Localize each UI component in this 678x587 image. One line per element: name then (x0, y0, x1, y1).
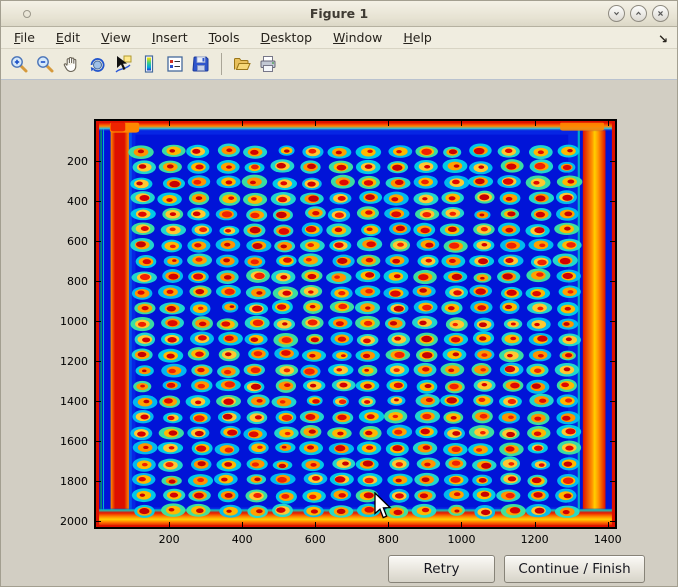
retry-button[interactable]: Retry (388, 555, 495, 583)
x-tick-label: 200 (158, 533, 180, 546)
plot-axes[interactable] (94, 119, 617, 529)
colorbar-icon (139, 54, 159, 74)
axis-tick (607, 522, 609, 527)
zoom-in-icon (9, 54, 29, 74)
y-tick-label: 600 (67, 235, 88, 248)
y-tick-label: 200 (67, 155, 88, 168)
colorbar-button[interactable] (136, 51, 162, 77)
print-button[interactable] (255, 51, 281, 77)
figure-canvas: 200 400 600 800 1000 1200 1400 200 400 600 800 1000… (1, 80, 677, 586)
axis-tick (461, 121, 463, 126)
x-tick-label: 600 (304, 533, 326, 546)
menu-item-view[interactable]: View (101, 30, 131, 45)
y-tick-label: 800 (67, 275, 88, 288)
toolbar (1, 49, 677, 80)
menubar: File Edit View Insert Tools Desktop Window Help (1, 27, 677, 49)
rotate-3d-icon (87, 54, 107, 74)
y-tick-label: 1200 (60, 355, 88, 368)
axis-tick (610, 481, 615, 482)
y-tick-label: 1000 (60, 315, 88, 328)
axis-tick (315, 121, 317, 126)
axis-tick (388, 522, 390, 527)
x-tick-label: 400 (231, 533, 253, 546)
pan-button[interactable] (58, 51, 84, 77)
axis-tick (96, 481, 101, 482)
print-icon (258, 54, 278, 74)
save-button[interactable] (188, 51, 214, 77)
menu-item-edit[interactable]: Edit (55, 30, 81, 45)
zoom-out-icon (35, 54, 55, 74)
data-cursor-button[interactable] (110, 51, 136, 77)
minimize-button[interactable] (608, 5, 625, 22)
y-tick-label: 2000 (60, 515, 88, 528)
axis-tick (96, 521, 101, 522)
axis-tick (169, 522, 171, 527)
axis-tick (242, 522, 244, 527)
titlebar: Figure 1 (1, 1, 677, 27)
chevron-down-icon (614, 11, 619, 16)
y-tick-label: 1600 (60, 435, 88, 448)
rotate-3d-button[interactable] (84, 51, 110, 77)
menu-item-insert[interactable]: Insert (151, 30, 188, 45)
window-title: Figure 1 (309, 6, 369, 21)
y-tick-label: 1800 (60, 475, 88, 488)
chevron-up-icon (636, 11, 641, 15)
zoom-out-button[interactable] (32, 51, 58, 77)
close-button[interactable] (652, 5, 669, 22)
axis-tick (610, 361, 615, 362)
axis-tick (610, 321, 615, 322)
axis-tick (610, 441, 615, 442)
menu-item-file[interactable]: File (14, 30, 35, 45)
axis-tick (534, 522, 536, 527)
axis-tick (610, 401, 615, 402)
axis-tick (96, 321, 101, 322)
window-controls (608, 5, 669, 22)
dock-figure-icon[interactable]: ↘ (657, 32, 668, 46)
axis-tick (610, 521, 615, 522)
axis-tick (610, 281, 615, 282)
y-tick-label: 1400 (60, 395, 88, 408)
axis-tick (242, 121, 244, 126)
axis-tick (96, 241, 101, 242)
y-tick-label: 400 (67, 195, 88, 208)
axis-tick (534, 121, 536, 126)
axis-tick (610, 201, 615, 202)
x-tick-label: 1200 (520, 533, 549, 546)
zoom-in-button[interactable] (6, 51, 32, 77)
menu-item-window[interactable]: Window (333, 30, 383, 45)
axis-tick (610, 241, 615, 242)
axis-tick (96, 361, 101, 362)
toolbar-separator (221, 53, 222, 75)
legend-button[interactable] (162, 51, 188, 77)
x-tick-label: 1000 (447, 533, 476, 546)
axis-tick (96, 201, 101, 202)
axis-tick (169, 121, 171, 126)
axis-tick (96, 161, 101, 162)
continue-finish-button[interactable]: Continue / Finish (504, 555, 645, 583)
open-icon (232, 54, 252, 74)
pan-icon (61, 54, 81, 74)
close-icon (658, 11, 663, 16)
data-cursor-icon (113, 54, 133, 74)
axis-tick (96, 281, 101, 282)
x-tick-label: 1400 (593, 533, 622, 546)
axis-tick (315, 522, 317, 527)
axis-tick (607, 121, 609, 126)
axis-tick (96, 401, 101, 402)
window-menu-icon[interactable] (23, 10, 31, 18)
axis-tick (388, 121, 390, 126)
axis-tick (461, 522, 463, 527)
legend-icon (165, 54, 185, 74)
open-button[interactable] (229, 51, 255, 77)
save-icon (191, 54, 211, 74)
menu-item-tools[interactable]: Tools (208, 30, 240, 45)
x-tick-label: 800 (377, 533, 399, 546)
microplate-heatmap-image[interactable] (96, 121, 615, 527)
menu-item-desktop[interactable]: Desktop (260, 30, 313, 45)
axis-tick (96, 441, 101, 442)
axis-tick (610, 161, 615, 162)
menu-item-help[interactable]: Help (403, 30, 432, 45)
maximize-button[interactable] (630, 5, 647, 22)
